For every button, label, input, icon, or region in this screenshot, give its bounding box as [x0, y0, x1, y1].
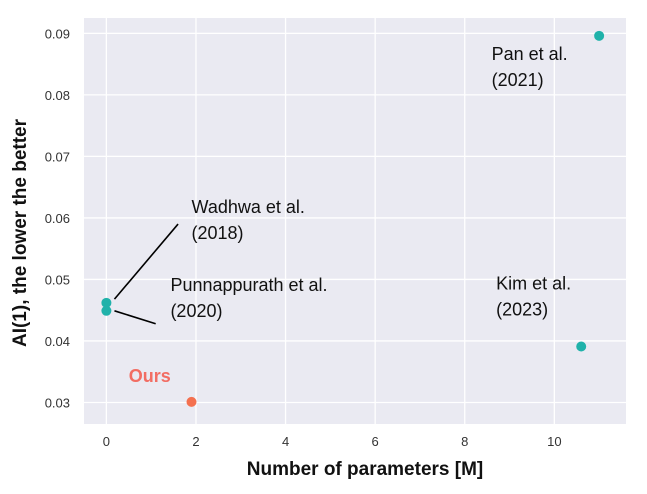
y-tick-label: 0.06	[45, 211, 70, 226]
y-tick-label: 0.03	[45, 395, 70, 410]
annotation-label: (2023)	[496, 299, 548, 319]
x-tick-label: 2	[192, 434, 199, 449]
annotation-label: Punnappurath et al.	[170, 275, 327, 295]
y-tick-label: 0.09	[45, 26, 70, 41]
y-tick-label: 0.05	[45, 272, 70, 287]
data-point	[101, 297, 112, 308]
y-tick-label: 0.04	[45, 334, 70, 349]
annotation-pointer-line	[113, 223, 179, 300]
x-tick-label: 0	[103, 434, 110, 449]
data-point	[576, 341, 587, 352]
annotation-label: Pan et al.	[492, 44, 568, 64]
annotation-label: Kim et al.	[496, 273, 571, 293]
data-point	[101, 305, 112, 316]
y-tick-label: 0.07	[45, 149, 70, 164]
annotation-label: Wadhwa et al.	[192, 197, 305, 217]
y-axis-label: AI(1), the lower the better	[10, 118, 31, 347]
annotation-label: (2021)	[492, 70, 544, 90]
annotation-pointer-line	[114, 310, 156, 325]
y-tick-label: 0.08	[45, 88, 70, 103]
data-point	[594, 30, 605, 41]
x-tick-label: 4	[282, 434, 289, 449]
x-tick-label: 6	[372, 434, 379, 449]
x-tick-label: 8	[461, 434, 468, 449]
data-point	[186, 396, 197, 407]
annotation-label: (2018)	[192, 223, 244, 243]
plot-area	[84, 18, 626, 424]
ours-label: Ours	[129, 366, 171, 386]
annotation-label: (2020)	[170, 301, 222, 321]
x-tick-label: 10	[547, 434, 561, 449]
x-axis-label: Number of parameters [M]	[247, 459, 484, 480]
